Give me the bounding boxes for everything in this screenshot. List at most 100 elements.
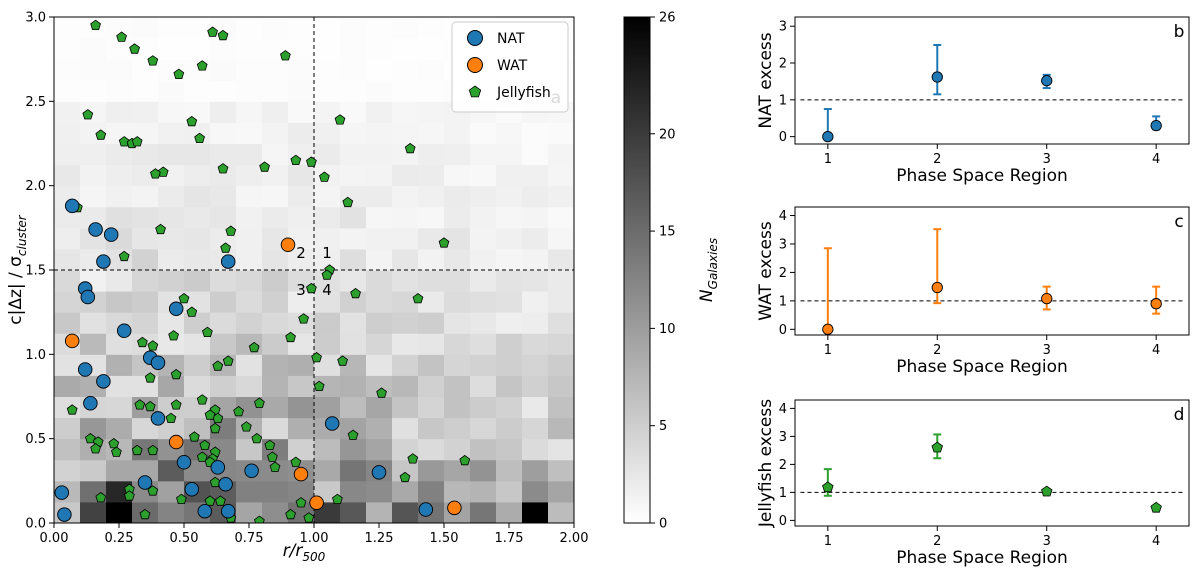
heatmap-cell: [314, 38, 341, 60]
jellyfish-point: [217, 163, 229, 174]
heatmap-cell: [288, 417, 315, 440]
heatmap-cell: [548, 375, 574, 397]
heatmap-cell: [522, 480, 549, 503]
heatmap-cell: [236, 354, 263, 376]
heatmap-cell: [210, 185, 237, 208]
heatmap-cell: [262, 291, 289, 313]
nat-point: [116, 323, 132, 338]
heatmap-cell: [392, 59, 419, 81]
heatmap-cell: [314, 375, 341, 397]
excess-point: [931, 71, 943, 83]
jellyfish-point: [186, 115, 198, 127]
region-divider-lines: [54, 17, 574, 523]
heatmap-cell: [418, 59, 445, 81]
x-tick-label: 4: [1152, 343, 1160, 358]
jellyfish-point: [332, 493, 343, 505]
region-label: 3: [296, 281, 306, 299]
heatmap-cell: [54, 312, 81, 334]
heatmap-cell: [288, 164, 315, 187]
heatmap-cell: [80, 312, 107, 334]
jellyfish-point: [194, 132, 205, 144]
heatmap-cell: [418, 375, 445, 397]
excess-point: [931, 281, 943, 294]
jellyfish-point: [147, 444, 159, 456]
wat-point: [293, 466, 309, 482]
nat-point: [197, 503, 213, 519]
heatmap-cell: [418, 80, 445, 102]
heatmap-cell: [132, 417, 159, 440]
jellyfish-point: [404, 142, 416, 154]
heatmap-cell: [548, 501, 574, 523]
heatmap-cell: [522, 227, 549, 250]
scatter-panel-a: 0.00 0.25 0.50 0.75 1.00 1.25 1.50 1.75 2.00 0.0 0…: [6, 11, 588, 565]
heatmap-cell: [522, 291, 549, 313]
heatmap-cell: [548, 438, 574, 461]
jellyfish-point: [168, 330, 179, 341]
heatmap-cell: [262, 270, 289, 292]
jellyfish-point: [285, 331, 296, 343]
heatmap-cell: [470, 122, 497, 144]
nat-point: [80, 289, 96, 305]
jellyfish-point: [118, 136, 130, 147]
heatmap-cell: [132, 291, 159, 313]
legend-jellyfish-label: Jellyfish: [496, 85, 551, 101]
legend-nat-label: NAT: [497, 31, 525, 47]
heatmap-cell: [340, 38, 367, 60]
heatmap-cell: [158, 333, 185, 355]
heatmap-cell: [236, 164, 263, 187]
nat-point: [244, 463, 259, 478]
y-tick-label: 1: [779, 93, 787, 108]
heatmap-cell: [158, 17, 185, 39]
heatmap-cell: [288, 206, 315, 229]
heatmap-cell: [392, 164, 419, 187]
heatmap-cell: [80, 459, 107, 482]
errorbar-panel-b: 1 2 3 4 0 1 2 3 b Phase Space Region NAT excess: [756, 16, 1190, 186]
x-tick-label: 3: [1043, 534, 1051, 549]
colorbar-label: NGalaxies: [697, 238, 720, 302]
heatmap-cell: [366, 227, 393, 250]
heatmap-cell: [496, 312, 523, 334]
jellyfish-point: [298, 313, 309, 324]
jellyfish-point: [173, 68, 185, 79]
heatmap-cell: [392, 417, 419, 440]
heatmap-cell: [158, 38, 185, 60]
heatmap-cell: [496, 459, 523, 482]
y-tick-label: 0.5: [25, 432, 46, 447]
jellyfish-point: [350, 287, 361, 299]
legend: NAT WAT Jellyfish: [451, 21, 569, 113]
heatmap-cell: [548, 270, 574, 292]
jellyfish-point: [215, 495, 226, 506]
heatmap-cell: [54, 438, 81, 461]
heatmap-cell: [262, 396, 289, 419]
nat-point: [218, 476, 233, 492]
heatmap-cell: [340, 122, 367, 144]
heatmap-cell: [132, 38, 159, 60]
heatmap-cell: [418, 227, 445, 250]
heatmap-cell: [184, 38, 211, 60]
heatmap-cell: [210, 101, 237, 123]
heatmap-cell: [444, 248, 471, 271]
heatmap-cell: [314, 122, 341, 144]
heatmap-cell: [392, 227, 419, 250]
heatmap-cell: [262, 248, 289, 271]
nat-point: [176, 455, 192, 470]
heatmap-cell: [470, 396, 497, 419]
scatter-points: [54, 19, 471, 523]
x-axis-label-c: Phase Space Region: [896, 357, 1068, 377]
heatmap-cell: [54, 38, 81, 60]
heatmap-cell: [340, 459, 367, 482]
density-heatmap: [54, 17, 574, 523]
heatmap-cell: [392, 501, 419, 523]
heatmap-cell: [288, 438, 315, 461]
heatmap-cell: [184, 164, 211, 187]
jellyfish-point: [90, 19, 101, 31]
heatmap-cell: [366, 396, 393, 419]
x-tick-label: 1: [824, 343, 832, 358]
colorbar-tick-label: 15: [659, 225, 676, 240]
heatmap-cell: [80, 501, 107, 523]
heatmap-cell: [106, 143, 133, 166]
heatmap-cell: [236, 375, 263, 397]
heatmap-cell: [236, 248, 263, 271]
heatmap-cell: [496, 122, 523, 144]
jellyfish-point: [217, 29, 229, 41]
